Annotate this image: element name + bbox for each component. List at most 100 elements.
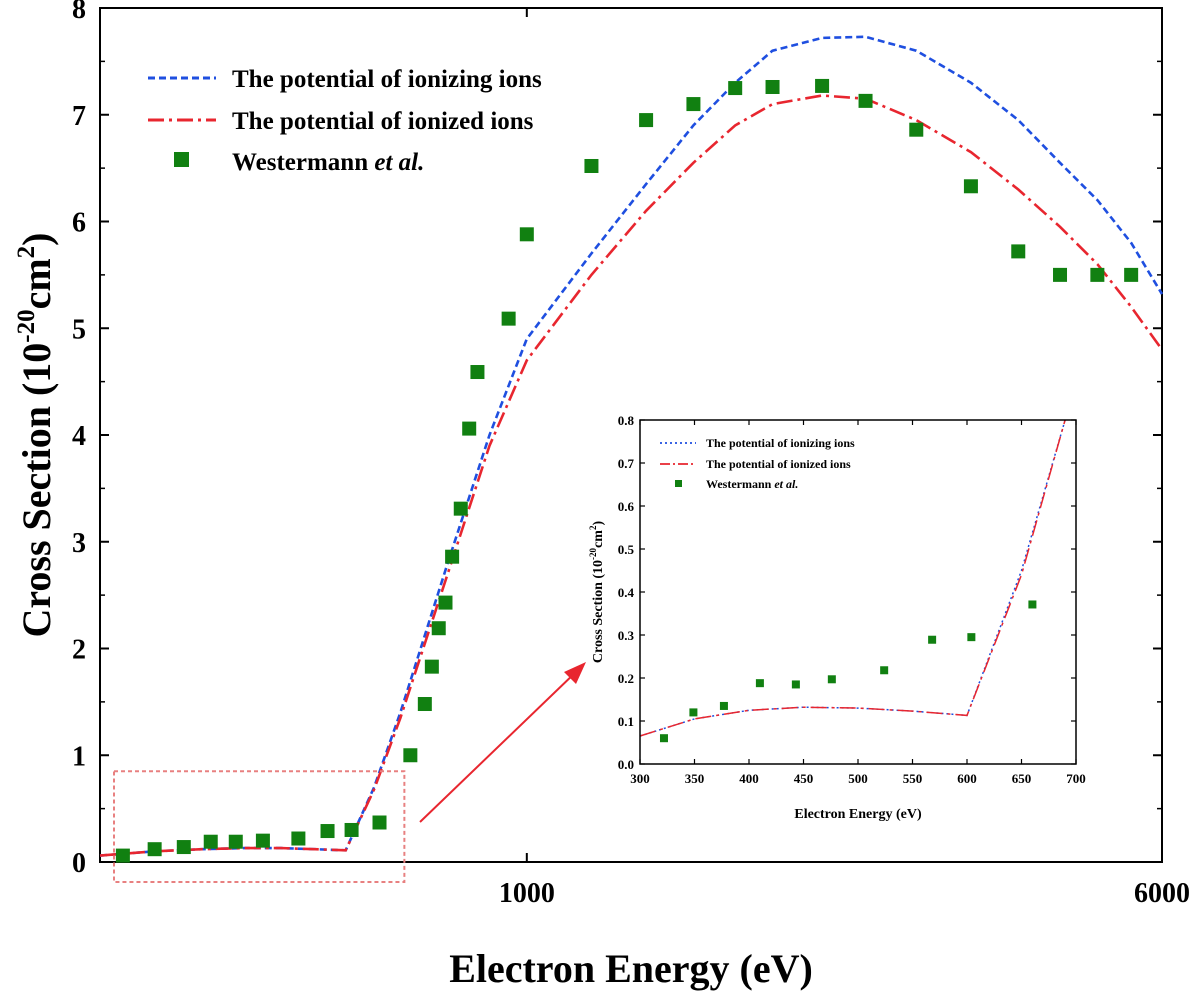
main-westermann-point (176, 840, 191, 855)
main-y-tick-label: 6 (72, 208, 86, 239)
inset-x-tick-label: 350 (685, 771, 705, 786)
inset-y-tick-label: 0.3 (618, 628, 635, 643)
inset-y-tick-label: 0.7 (618, 456, 635, 471)
inset-y-tick-label: 0.4 (618, 585, 635, 600)
inset-y-tick-label: 0.8 (618, 413, 635, 428)
inset-y-tick-label: 0.6 (618, 499, 635, 514)
inset-y-title-part-b: cm (591, 530, 606, 548)
main-legend: The potential of ionizing ions The poten… (148, 66, 542, 176)
main-westermann-point (639, 113, 654, 128)
inset-westermann-point (827, 675, 836, 684)
main-series-line-ionizing (99, 35, 1164, 857)
y-title-part-c: ) (14, 232, 59, 245)
main-westermann-point (291, 831, 306, 846)
inset-legend-label-ionizing: The potential of ionizing ions (706, 436, 855, 450)
legend-westermann-name: Westermann (232, 149, 374, 176)
inset-westermann-point (1028, 600, 1037, 609)
inset-legend-marker-westermann (675, 480, 682, 487)
main-westermann-point (858, 93, 873, 108)
main-westermann-point (445, 549, 460, 564)
legend-label-ionizing: The potential of ionizing ions (232, 66, 542, 93)
y-title-part-a: Cross Section (10 (14, 343, 59, 638)
inset-westermann-point (659, 734, 668, 743)
main-westermann-point (501, 311, 516, 326)
inset-westermann-point (791, 680, 800, 689)
inset-westermann-point (967, 633, 976, 642)
inset-background (640, 420, 1076, 764)
inset-x-tick-label: 550 (903, 771, 923, 786)
inset-y-tick-label: 0.0 (618, 757, 634, 772)
inset-x-tick-label: 700 (1066, 771, 1086, 786)
main-westermann-point (255, 833, 270, 848)
y-title-sup-2: 2 (13, 246, 40, 259)
main-westermann-point (728, 81, 743, 96)
inset-westermann-point (880, 666, 889, 675)
main-westermann-point (1053, 267, 1068, 282)
y-axis-title: Cross Section (10-20cm2) (13, 232, 59, 637)
x-axis-title: Electron Energy (eV) (449, 946, 813, 991)
legend-westermann-etal: et al. (374, 149, 424, 176)
main-westermann-point (203, 834, 218, 849)
main-y-tick-label: 0 (72, 848, 86, 879)
main-westermann-point (815, 78, 830, 93)
inset-y-tick-label: 0.5 (618, 542, 635, 557)
inset-x-tick-label: 450 (794, 771, 814, 786)
main-westermann-point (344, 822, 359, 837)
main-westermann-point (372, 815, 387, 830)
inset-westermann-point (755, 679, 764, 688)
main-westermann-point (115, 848, 130, 863)
inset-x-tick-label: 500 (848, 771, 868, 786)
zoom-arrow-head (564, 662, 586, 684)
inset-westermann-point (689, 708, 698, 717)
main-westermann-point (686, 97, 701, 112)
legend-label-westermann: Westermann et al. (232, 149, 424, 176)
main-westermann-point (453, 501, 468, 516)
inset-x-tick-label: 650 (1012, 771, 1032, 786)
main-y-tick-label: 1 (72, 741, 86, 772)
main-westermann-point (147, 842, 162, 857)
y-title-sup-exp: -20 (13, 309, 40, 342)
zoom-arrow-line (419, 669, 579, 823)
main-y-tick-label: 4 (72, 421, 86, 452)
main-x-tick-label: 1000 (499, 878, 555, 909)
main-westermann-point (431, 621, 446, 636)
main-y-tick-label: 7 (72, 101, 86, 132)
main-y-tick-label: 2 (72, 635, 86, 666)
main-westermann-point (519, 227, 534, 242)
main-y-tick-label: 3 (72, 528, 86, 559)
inset-westermann-point (928, 635, 937, 644)
inset-x-tick-label: 400 (739, 771, 759, 786)
inset-y-tick-label: 0.1 (618, 714, 634, 729)
main-westermann-point (584, 158, 599, 173)
inset-x-axis-title: Electron Energy (eV) (794, 807, 922, 822)
inset-x-tick-label: 600 (957, 771, 977, 786)
inset-y-tick-label: 0.2 (618, 671, 634, 686)
main-westermann-point (1011, 244, 1026, 259)
main-x-tick-label: 6000 (1134, 878, 1190, 909)
inset-series-line-ionizing (639, 419, 1066, 737)
legend-label-ionized: The potential of ionized ions (232, 108, 534, 135)
main-westermann-point (438, 595, 453, 610)
inset-legend-westermann-etal: et al. (774, 477, 798, 491)
inset-legend: The potential of ionizing ions The poten… (660, 436, 855, 491)
main-westermann-point (909, 122, 924, 137)
main-westermann-point (403, 748, 418, 763)
main-y-tick-label: 8 (72, 0, 86, 25)
main-westermann-point (228, 834, 243, 849)
main-westermann-point (1124, 267, 1139, 282)
main-westermann-point (765, 79, 780, 94)
main-westermann-point (963, 179, 978, 194)
main-westermann-point (424, 659, 439, 674)
main-series-line-ionized (99, 94, 1164, 857)
inset-y-axis-title: Cross Section (10-20cm2) (588, 521, 606, 664)
y-title-part-b: cm (14, 258, 59, 309)
inset-y-title-part-a: Cross Section (10 (591, 560, 606, 663)
inset-westermann-point (719, 701, 728, 710)
inset-x-tick-label: 300 (630, 771, 650, 786)
legend-marker-westermann (174, 152, 189, 167)
inset-legend-label-westermann: Westermann et al. (706, 477, 798, 491)
inset-y-title-sup-2: 2 (588, 525, 598, 530)
main-westermann-point (462, 421, 477, 436)
inset-legend-label-ionized: The potential of ionized ions (706, 457, 851, 471)
